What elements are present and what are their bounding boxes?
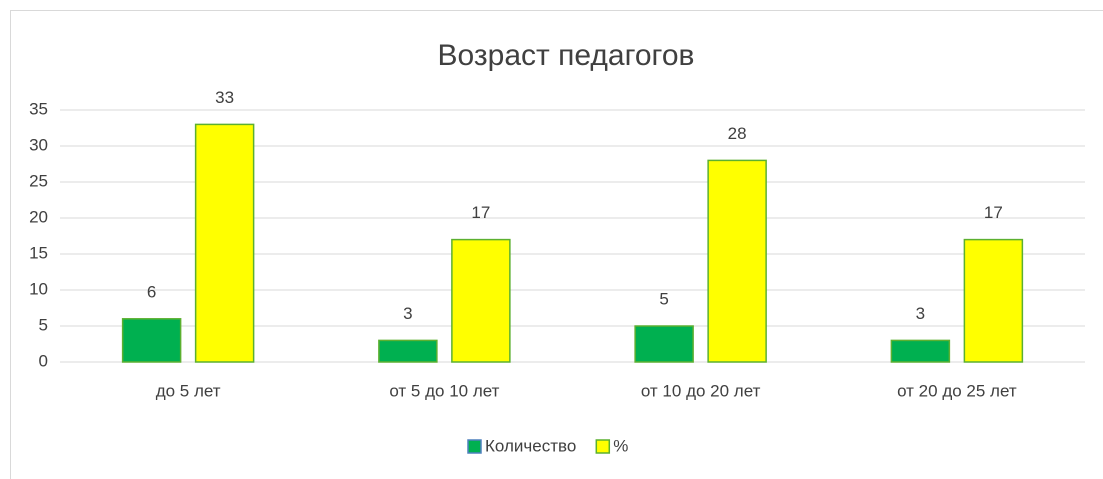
data-label: 17 [471,203,490,222]
y-tick-label: 25 [29,171,48,190]
legend-label: Количество [485,436,576,455]
x-tick-label: от 20 до 25 лет [897,381,1017,400]
y-tick-label: 5 [39,315,48,334]
legend-swatch [467,439,482,454]
y-tick-label: 0 [39,351,48,370]
x-tick-label: от 5 до 10 лет [389,381,499,400]
y-tick-label: 20 [29,207,48,226]
bar [963,238,1024,363]
data-label: 28 [728,124,747,143]
data-label: 17 [984,203,1003,222]
bar [194,123,255,363]
data-label: 3 [403,304,412,323]
legend-label: % [613,436,628,455]
data-label: 5 [659,289,668,308]
data-label: 3 [916,304,925,323]
bar [634,325,694,363]
y-tick-label: 10 [29,279,48,298]
bar [890,339,951,363]
bar [378,339,438,363]
data-label: 6 [147,282,156,301]
chart-border [10,10,1103,479]
y-tick-label: 30 [29,135,48,154]
legend-swatch [595,439,611,454]
x-tick-label: от 10 до 20 лет [641,381,761,400]
y-tick-label: 15 [29,243,48,262]
x-tick-label: до 5 лет [156,381,221,400]
y-tick-label: 35 [29,99,48,118]
bar [451,238,511,363]
data-label: 33 [215,88,234,107]
bar [707,159,767,363]
bar [121,318,182,363]
chart-title: Возраст педагогов [438,39,695,72]
